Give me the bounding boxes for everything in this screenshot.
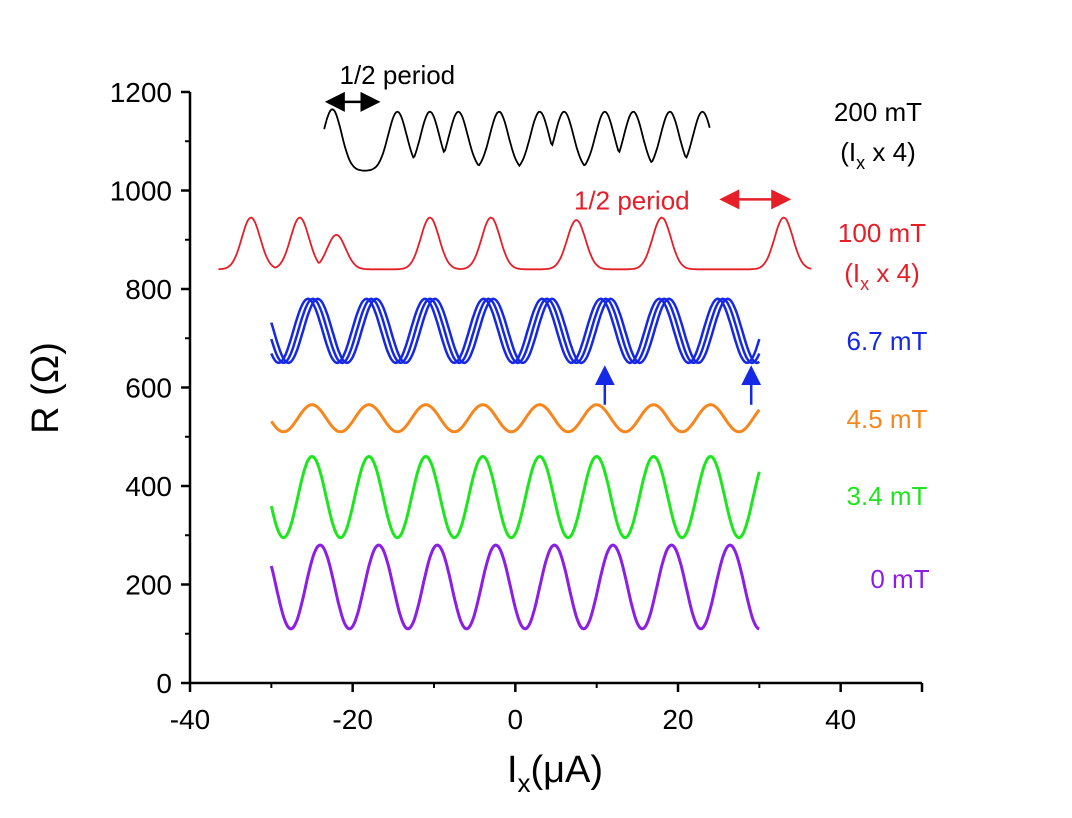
half-period-label: 1/2 period	[574, 185, 690, 215]
y-tick-label: 200	[125, 570, 172, 601]
x-axis-label-sub: x	[518, 768, 531, 798]
y-ticks: 0 200 400 600 800 1000 1200	[110, 77, 190, 699]
x-axis-label: Ix(μA)	[507, 749, 603, 798]
half-period-label: 1/2 period	[340, 60, 456, 90]
sublabel-open: (I	[840, 137, 856, 167]
y-tick-label: 600	[125, 373, 172, 404]
sublabel-sub: x	[860, 274, 869, 294]
y-tick-label: 0	[156, 668, 172, 699]
plot-frame	[188, 92, 922, 685]
x-axis-label-unit: (μA)	[531, 749, 604, 791]
series-line-100-mt	[218, 216, 812, 271]
sublabel-open: (I	[844, 258, 860, 288]
y-tick-label: 400	[125, 471, 172, 502]
sublabel-close: x 4)	[865, 137, 916, 167]
x-ticks: -40 -20 0 20 40	[170, 683, 924, 735]
series-sublabel: (Ix x 4)	[844, 258, 919, 294]
series-line-4.5-mt	[270, 403, 761, 434]
series-label: 4.5 mT	[847, 404, 928, 434]
series-layer	[218, 108, 812, 631]
series-label: 200 mT	[834, 97, 922, 127]
series-label: 6.7 mT	[847, 326, 928, 356]
x-tick-label: 20	[662, 704, 693, 735]
x-tick-label: 0	[508, 704, 524, 735]
series-label: 3.4 mT	[847, 481, 928, 511]
y-tick-label: 1000	[110, 176, 172, 207]
annotations: 1/2 period 1/2 period	[324, 60, 792, 405]
x-tick-label: -20	[332, 704, 372, 735]
series-sublabel: (Ix x 4)	[840, 137, 915, 173]
series-line-0-mt	[269, 543, 760, 631]
x-tick-label: -40	[170, 704, 210, 735]
y-tick-label: 1200	[110, 77, 172, 108]
series-line-6.7-mt	[270, 297, 761, 365]
series-label: 100 mT	[838, 218, 926, 248]
series-line-3.4-mt	[269, 454, 761, 540]
x-axis-label-main: I	[507, 749, 518, 791]
sublabel-sub: x	[856, 153, 865, 173]
y-axis-label: R (Ω)	[25, 342, 67, 434]
series-line-6.7-mt	[270, 297, 760, 365]
series-label: 0 mT	[870, 564, 929, 594]
x-tick-label: 40	[825, 704, 856, 735]
sublabel-close: x 4)	[869, 258, 920, 288]
y-tick-label: 800	[125, 274, 172, 305]
series-line-200-mt	[323, 108, 711, 172]
